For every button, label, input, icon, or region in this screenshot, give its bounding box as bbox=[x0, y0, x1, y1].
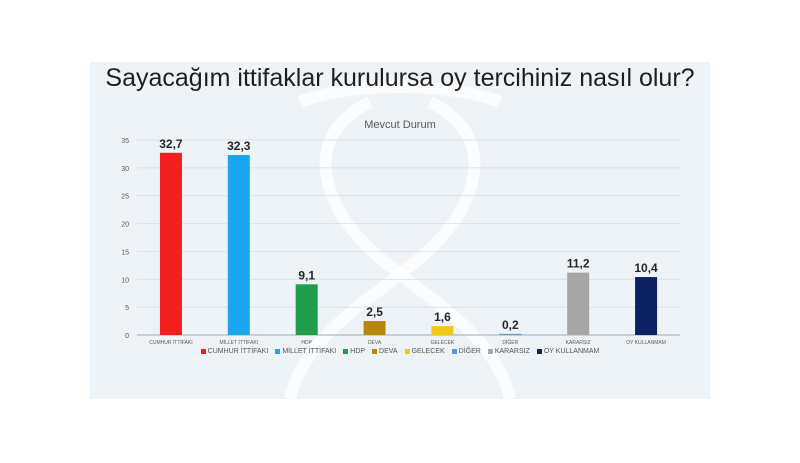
bar bbox=[159, 152, 182, 335]
page-title: Sayacağım ittifaklar kurulursa oy tercih… bbox=[105, 64, 695, 92]
bar bbox=[567, 272, 590, 335]
legend-swatch bbox=[200, 349, 206, 354]
legend-item: KARARSIZ bbox=[487, 348, 530, 355]
legend-label: MİLLET İTTİFAKI bbox=[282, 348, 337, 355]
legend-item: DEVA bbox=[372, 348, 398, 355]
y-tick-label: 20 bbox=[121, 222, 129, 229]
y-tick-label: 5 bbox=[125, 305, 129, 312]
watermark-logo bbox=[284, 81, 516, 399]
legend-swatch bbox=[404, 349, 410, 354]
bar bbox=[499, 333, 522, 335]
legend-label: DİĞER bbox=[458, 348, 481, 355]
bar bbox=[431, 326, 454, 335]
x-tick-label: DEVA bbox=[368, 340, 382, 346]
legend-label: GELECEK bbox=[411, 348, 445, 355]
legend-item: GELECEK bbox=[404, 348, 445, 355]
legend-item: DİĞER bbox=[451, 348, 481, 355]
bar bbox=[227, 155, 250, 335]
bar bbox=[635, 277, 658, 335]
y-tick-label: 35 bbox=[121, 138, 129, 145]
data-label: 32,7 bbox=[159, 137, 183, 151]
x-tick-label: MİLLET İTTİFAKI bbox=[220, 339, 259, 346]
legend-swatch bbox=[275, 349, 281, 354]
chart-panel: Sayacağım ittifaklar kurulursa oy tercih… bbox=[90, 62, 710, 399]
x-tick-label: OY KULLANMAM bbox=[626, 340, 666, 346]
data-label: 2,5 bbox=[366, 305, 383, 319]
legend-swatch bbox=[451, 349, 457, 354]
legend-swatch bbox=[372, 349, 378, 354]
y-tick-label: 10 bbox=[121, 277, 129, 284]
legend-label: OY KULLANMAM bbox=[543, 348, 600, 355]
y-tick-label: 0 bbox=[125, 333, 129, 340]
chart-title: Mevcut Durum bbox=[364, 119, 436, 131]
bar-chart: Mevcut Durum 0 5 10 15 20 25 30 35 32,7 CUMHUR İ… bbox=[121, 119, 680, 346]
x-tick-label: GELECEK bbox=[431, 340, 455, 346]
chart-legend: CUMHUR İTTİFAKI MİLLET İTTİFAKI HDP DEVA GEL… bbox=[90, 348, 710, 355]
data-label: 32,3 bbox=[227, 139, 251, 153]
data-label: 9,1 bbox=[298, 268, 315, 282]
legend-item: MİLLET İTTİFAKI bbox=[275, 348, 336, 355]
data-label: 0,2 bbox=[502, 318, 519, 332]
y-tick-label: 25 bbox=[121, 194, 129, 201]
data-label: 10,4 bbox=[634, 261, 658, 275]
x-tick-label: CUMHUR İTTİFAKI bbox=[149, 339, 192, 346]
legend-item: HDP bbox=[343, 348, 365, 355]
y-tick-label: 15 bbox=[121, 249, 129, 256]
legend-label: KARARSIZ bbox=[494, 348, 530, 355]
legend-label: HDP bbox=[350, 348, 366, 355]
y-tick-label: 30 bbox=[121, 166, 129, 173]
legend-swatch bbox=[343, 349, 349, 354]
data-label: 1,6 bbox=[434, 310, 451, 324]
bar bbox=[363, 321, 386, 335]
legend-swatch bbox=[536, 349, 542, 354]
legend-item: OY KULLANMAM bbox=[536, 348, 600, 355]
x-tick-label: HDP bbox=[301, 340, 312, 346]
legend-label: CUMHUR İTTİFAKI bbox=[207, 348, 269, 355]
legend-label: DEVA bbox=[379, 348, 398, 355]
x-tick-label: KARARSIZ bbox=[566, 340, 591, 346]
data-label: 11,2 bbox=[567, 257, 590, 271]
bar bbox=[295, 284, 318, 335]
legend-swatch bbox=[487, 349, 493, 354]
x-tick-label: DİĞER bbox=[502, 339, 518, 346]
legend-item: CUMHUR İTTİFAKI bbox=[200, 348, 269, 355]
